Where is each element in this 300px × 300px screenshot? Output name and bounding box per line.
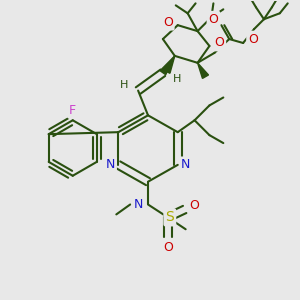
Polygon shape [160, 56, 175, 75]
Polygon shape [164, 56, 175, 73]
Text: N: N [106, 158, 115, 171]
Text: N: N [181, 158, 190, 171]
Text: O: O [248, 32, 258, 46]
Text: F: F [69, 104, 76, 117]
Polygon shape [198, 63, 208, 78]
Text: O: O [208, 13, 218, 26]
Text: O: O [163, 241, 173, 254]
Text: H: H [172, 74, 181, 84]
Text: O: O [190, 199, 200, 212]
Text: S: S [165, 210, 174, 224]
Text: O: O [214, 37, 224, 50]
Text: N: N [134, 198, 143, 211]
Text: H: H [120, 80, 128, 90]
Text: O: O [163, 16, 173, 29]
